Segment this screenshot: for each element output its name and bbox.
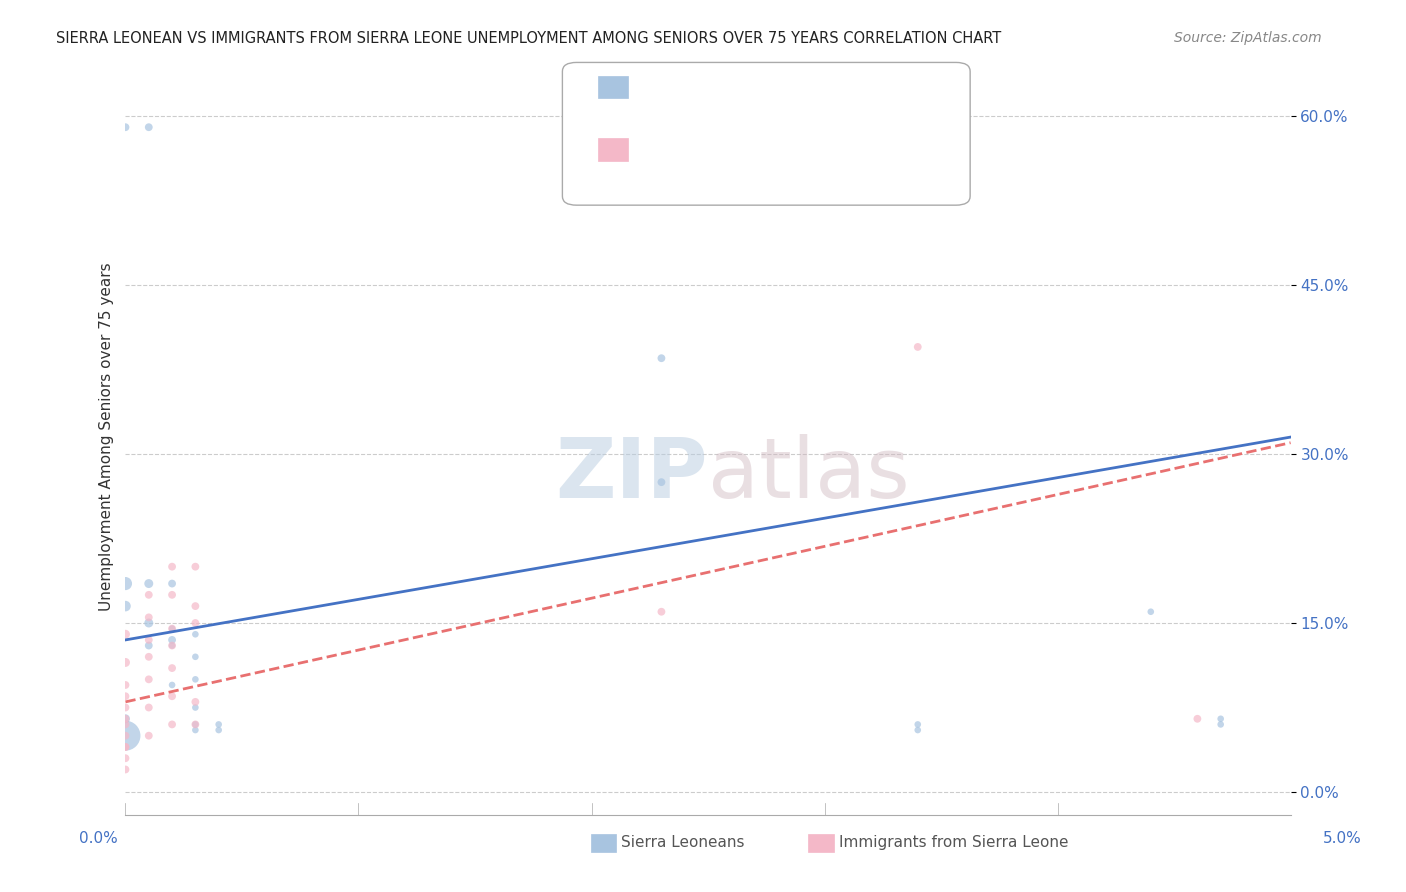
Point xyxy=(160,588,183,602)
Point xyxy=(160,639,183,653)
Point xyxy=(650,351,672,366)
Point xyxy=(114,627,136,641)
Point xyxy=(184,717,207,731)
Point xyxy=(184,673,207,687)
Point xyxy=(114,120,136,135)
Point xyxy=(160,622,183,636)
Point xyxy=(1209,717,1232,731)
Point xyxy=(138,576,160,591)
Text: N = 29: N = 29 xyxy=(773,78,831,92)
Text: ZIP: ZIP xyxy=(555,434,709,516)
Point xyxy=(208,717,231,731)
Text: 5.0%: 5.0% xyxy=(1323,831,1362,846)
Point xyxy=(208,723,231,737)
Text: R = 0.514: R = 0.514 xyxy=(640,140,716,154)
Point xyxy=(138,729,160,743)
Point xyxy=(114,599,136,613)
Point xyxy=(138,610,160,624)
Point xyxy=(650,605,672,619)
Point xyxy=(1139,605,1161,619)
Y-axis label: Unemployment Among Seniors over 75 years: Unemployment Among Seniors over 75 years xyxy=(100,263,114,611)
Point xyxy=(160,632,183,647)
Point xyxy=(907,717,929,731)
Point xyxy=(114,729,136,743)
Point xyxy=(138,120,160,135)
Point xyxy=(114,576,136,591)
Point xyxy=(160,622,183,636)
Point xyxy=(184,700,207,714)
Point xyxy=(1187,712,1209,726)
Point xyxy=(114,751,136,765)
Point xyxy=(184,559,207,574)
Text: SIERRA LEONEAN VS IMMIGRANTS FROM SIERRA LEONE UNEMPLOYMENT AMONG SENIORS OVER 7: SIERRA LEONEAN VS IMMIGRANTS FROM SIERRA… xyxy=(56,31,1001,46)
Point xyxy=(184,627,207,641)
Point xyxy=(160,639,183,653)
Point xyxy=(160,661,183,675)
Point xyxy=(114,739,136,754)
Point xyxy=(114,690,136,704)
Point xyxy=(114,717,136,731)
Text: Sierra Leoneans: Sierra Leoneans xyxy=(621,836,745,850)
Point xyxy=(184,723,207,737)
Point xyxy=(138,632,160,647)
Text: N = 34: N = 34 xyxy=(773,140,831,154)
Point xyxy=(184,599,207,613)
Point xyxy=(138,639,160,653)
Point xyxy=(184,695,207,709)
Point xyxy=(160,690,183,704)
Point xyxy=(184,717,207,731)
Point xyxy=(650,475,672,490)
Point xyxy=(114,712,136,726)
Point xyxy=(114,712,136,726)
Point xyxy=(114,729,136,743)
Point xyxy=(160,576,183,591)
Text: R = 0.232: R = 0.232 xyxy=(640,78,716,92)
Point xyxy=(160,717,183,731)
Point xyxy=(138,615,160,630)
Point xyxy=(907,723,929,737)
Point xyxy=(184,615,207,630)
Text: atlas: atlas xyxy=(709,434,910,516)
Text: 0.0%: 0.0% xyxy=(79,831,118,846)
Point xyxy=(114,656,136,670)
Point xyxy=(160,678,183,692)
Text: Immigrants from Sierra Leone: Immigrants from Sierra Leone xyxy=(839,836,1069,850)
Text: Source: ZipAtlas.com: Source: ZipAtlas.com xyxy=(1174,31,1322,45)
Point xyxy=(138,673,160,687)
Point xyxy=(138,649,160,664)
Point xyxy=(114,763,136,777)
Point xyxy=(114,678,136,692)
Point xyxy=(1209,712,1232,726)
Point xyxy=(138,588,160,602)
Point xyxy=(160,559,183,574)
Point xyxy=(138,700,160,714)
Point xyxy=(907,340,929,354)
Point xyxy=(114,700,136,714)
Point xyxy=(114,739,136,754)
Point xyxy=(184,649,207,664)
